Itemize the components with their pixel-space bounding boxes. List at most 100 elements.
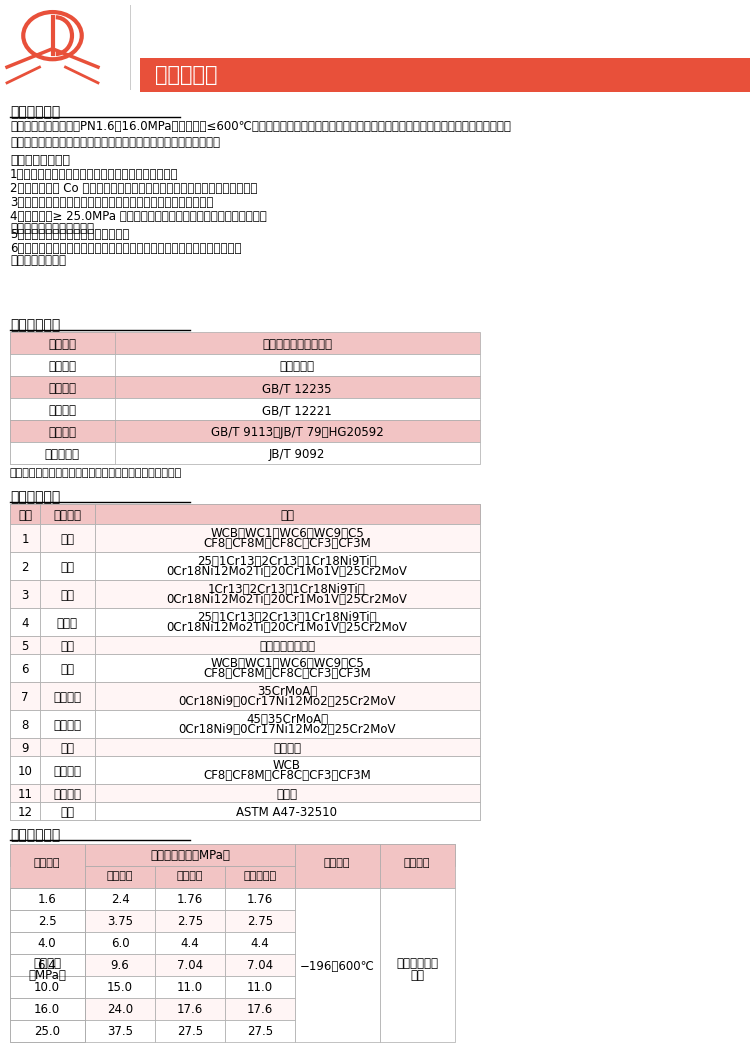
Text: 4、公称压力≥ 25.0MPa 中腔采用自紧密封式结构，密封性能随压力升高: 4、公称压力≥ 25.0MPa 中腔采用自紧密封式结构，密封性能随压力升高 [10,210,267,223]
Bar [95,756,480,784]
Bar [85,909,155,932]
Bar [10,398,480,420]
Bar [10,844,455,866]
Text: 1、产品结构合理、密封可靠、性能优良、造型美观。: 1、产品结构合理、密封可靠、性能优良、造型美观。 [10,168,178,181]
Bar [10,332,480,354]
Text: 0Cr18Ni12Mo2Ti、20Cr1Mo1V、25Cr2MoV: 0Cr18Ni12Mo2Ti、20Cr1Mo1V、25Cr2MoV [166,593,407,606]
Bar [10,844,85,888]
Text: 制药、化肥、电力行业等各种工况的管路上，切断或接通管路介质。: 制药、化肥、电力行业等各种工况的管路上，切断或接通管路介质。 [10,136,220,149]
Bar [10,738,480,756]
Text: 4.4: 4.4 [251,937,269,950]
Bar [10,442,115,464]
Bar [155,932,225,954]
Text: 试验和检验: 试验和检验 [44,448,80,461]
Text: 垫片: 垫片 [60,640,74,653]
Bar [10,998,85,1020]
Bar [95,636,480,654]
Text: 2.75: 2.75 [177,915,203,928]
Bar [155,866,225,888]
Text: 7.04: 7.04 [177,959,203,972]
Text: 25.0: 25.0 [34,1025,60,1038]
Text: 双头螺柱: 双头螺柱 [53,692,81,704]
Bar [95,738,480,756]
Text: 汽等: 汽等 [410,969,424,983]
Bar [85,866,155,888]
Text: ASTM A47-32510: ASTM A47-32510 [236,806,338,819]
Bar [10,976,85,998]
Bar [225,888,295,909]
Text: 适用温度: 适用温度 [324,858,350,868]
Bar [10,608,480,636]
Bar [10,398,115,420]
Bar [95,504,480,524]
Bar [155,954,225,976]
Text: 15.0: 15.0 [107,981,133,994]
Text: GB/T 9113、JB/T 79、HG20592: GB/T 9113、JB/T 79、HG20592 [211,426,383,439]
Bar [40,504,95,524]
Text: 壳体试验: 壳体试验 [106,871,134,881]
Bar [85,932,155,954]
Bar [40,552,95,580]
Bar [40,654,95,682]
Text: −196～600℃: −196～600℃ [299,960,374,973]
Text: 10.0: 10.0 [34,981,60,994]
Bar [10,654,480,682]
Text: 2、密封面堆焊 Co 基硬质合金，耐磨、耐蚀、抗擦伤性能好，使用寿命长。: 2、密封面堆焊 Co 基硬质合金，耐磨、耐蚀、抗擦伤性能好，使用寿命长。 [10,181,257,195]
Bar [40,756,95,784]
Text: 1Cr13、2Cr13、1Cr18Ni9Ti、: 1Cr13、2Cr13、1Cr18Ni9Ti、 [208,583,366,596]
Text: 6.4: 6.4 [38,959,56,972]
Text: 4.0: 4.0 [38,937,56,950]
Text: 手轮: 手轮 [60,806,74,819]
Text: 3: 3 [21,589,28,602]
Bar [130,5,131,90]
Text: 驱动方式: 驱动方式 [48,360,76,373]
Text: 0Cr18Ni9、0Cr17Ni12Mo2、25Cr2MoV: 0Cr18Ni9、0Cr17Ni12Mo2、25Cr2MoV [178,695,396,708]
Text: 栓接阀盖明杆支架结构: 栓接阀盖明杆支架结构 [262,338,332,351]
Text: 产品结构特点: 产品结构特点 [10,105,60,119]
Text: 6: 6 [21,663,28,676]
Bar [10,552,40,580]
Text: 六角螺母: 六角螺母 [53,719,81,732]
Text: 0Cr18Ni12Mo2Ti、20Cr1Mo1V、25Cr2MoV: 0Cr18Ni12Mo2Ti、20Cr1Mo1V、25Cr2MoV [166,621,407,634]
Text: 9.6: 9.6 [111,959,129,972]
Text: 4: 4 [21,617,28,630]
Bar [10,504,480,524]
Bar [225,998,295,1020]
Text: GB/T 12235: GB/T 12235 [262,382,332,395]
Text: 3.75: 3.75 [107,915,133,928]
Bar [10,909,85,932]
Bar [40,580,95,608]
Bar [10,442,480,464]
Bar [95,552,480,580]
Text: WCB、WC1、WC6、WC9、C5: WCB、WC1、WC6、WC9、C5 [210,657,364,670]
Text: 柔性石墨＋不锈钢: 柔性石墨＋不锈钢 [259,640,315,653]
Text: 2.4: 2.4 [111,893,129,906]
Text: 阀杆: 阀杆 [60,589,74,602]
Bar [85,844,295,866]
Text: 24.0: 24.0 [107,1003,133,1016]
Bar [40,608,95,636]
Bar [10,682,480,710]
Bar [85,888,155,909]
Bar [85,1020,155,1042]
Text: 0Cr18Ni9、0Cr17Ni12Mo2、25Cr2MoV: 0Cr18Ni9、0Cr17Ni12Mo2、25Cr2MoV [178,723,396,736]
Text: 2.75: 2.75 [247,915,273,928]
Text: 零件名称: 零件名称 [53,509,81,522]
Text: 4.4: 4.4 [181,937,200,950]
Bar [295,888,380,1042]
Text: 阀体: 阀体 [60,533,74,545]
Bar [85,866,295,888]
Bar [85,998,155,1020]
Bar [10,1020,85,1042]
Text: 适用介质: 适用介质 [404,858,430,868]
Bar [10,756,40,784]
Text: CF8、CF8M、CF8C、CF3、CF3M: CF8、CF8M、CF8C、CF3、CF3M [203,668,370,680]
Text: 17.6: 17.6 [247,1003,273,1016]
Text: 产品性能规范: 产品性能规范 [10,828,60,842]
Text: （MPa）: （MPa） [28,969,66,983]
Bar [140,58,750,92]
Text: 9: 9 [21,742,28,755]
Text: 25、1Cr13、2Cr13、1Cr18Ni9Ti、: 25、1Cr13、2Cr13、1Cr18Ni9Ti、 [197,555,376,568]
Text: 水、油品、蒸: 水、油品、蒸 [396,957,438,970]
Text: 主要零件材料: 主要零件材料 [10,490,60,504]
